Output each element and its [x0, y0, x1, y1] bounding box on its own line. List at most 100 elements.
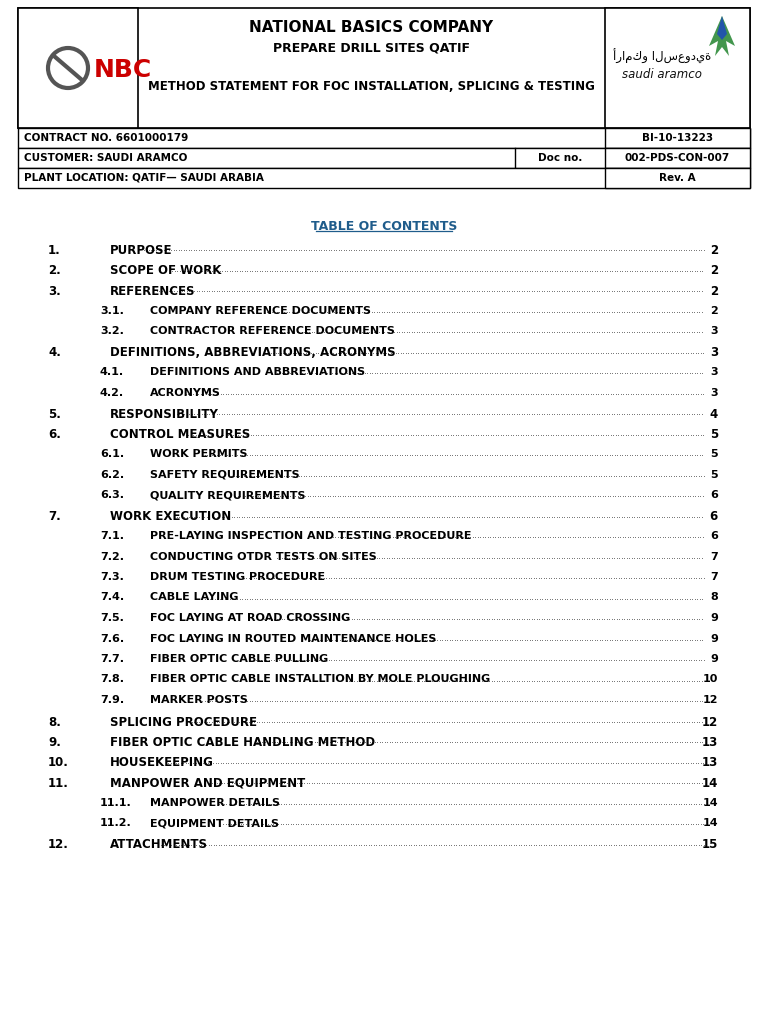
Text: 3: 3	[710, 367, 718, 377]
Text: 002-PDS-CON-007: 002-PDS-CON-007	[625, 153, 730, 163]
Text: CONTROL MEASURES: CONTROL MEASURES	[110, 428, 250, 441]
Text: WORK EXECUTION: WORK EXECUTION	[110, 511, 231, 523]
Bar	[18, 128, 750, 148]
Text: أرامكو السعودية: أرامكو السعودية	[614, 48, 712, 63]
Text: 3.2.: 3.2.	[100, 326, 124, 336]
Text: 13: 13	[702, 736, 718, 749]
Text: 7.1.: 7.1.	[100, 531, 124, 541]
Text: EQUIPMENT DETAILS: EQUIPMENT DETAILS	[150, 818, 279, 828]
Bar	[18, 168, 750, 188]
Text: saudi aramco: saudi aramco	[623, 68, 703, 81]
Text: 4.: 4.	[48, 346, 61, 359]
Text: PURPOSE: PURPOSE	[110, 244, 173, 257]
Text: TABLE OF CONTENTS: TABLE OF CONTENTS	[311, 220, 457, 233]
Text: 11.2.: 11.2.	[100, 818, 132, 828]
Text: 5: 5	[710, 469, 718, 479]
Text: 6.: 6.	[48, 428, 61, 441]
Bar	[605, 128, 750, 148]
Text: 7.5.: 7.5.	[100, 613, 124, 623]
Text: 7.2.: 7.2.	[100, 552, 124, 561]
Text: 7: 7	[710, 572, 718, 582]
Text: 3: 3	[710, 346, 718, 359]
Text: 7.6.: 7.6.	[100, 634, 124, 643]
Text: 3: 3	[710, 326, 718, 336]
Text: COMPANY REFERENCE DOCUMENTS: COMPANY REFERENCE DOCUMENTS	[150, 305, 371, 315]
Text: 6: 6	[710, 531, 718, 541]
Text: CONTRACTOR REFERENCE DOCUMENTS: CONTRACTOR REFERENCE DOCUMENTS	[150, 326, 395, 336]
Text: CONTRACT NO. 6601000179: CONTRACT NO. 6601000179	[24, 133, 188, 143]
Text: 7.: 7.	[48, 511, 61, 523]
Text: 12: 12	[702, 716, 718, 728]
Text: 2.: 2.	[48, 264, 61, 278]
Text: 13: 13	[702, 757, 718, 769]
Text: 3: 3	[710, 387, 718, 397]
Text: 9: 9	[710, 634, 718, 643]
Text: 7.7.: 7.7.	[100, 654, 124, 664]
Text: 2: 2	[710, 305, 718, 315]
Text: FIBER OPTIC CABLE PULLING: FIBER OPTIC CABLE PULLING	[150, 654, 328, 664]
Text: CONDUCTING OTDR TESTS ON SITES: CONDUCTING OTDR TESTS ON SITES	[150, 552, 377, 561]
Text: 7.8.: 7.8.	[100, 675, 124, 684]
Text: 4.1.: 4.1.	[100, 367, 124, 377]
Text: 14: 14	[702, 777, 718, 790]
Text: 11.1.: 11.1.	[100, 798, 132, 808]
Text: 7.9.: 7.9.	[100, 695, 124, 705]
Text: SAFETY REQUIREMENTS: SAFETY REQUIREMENTS	[150, 469, 300, 479]
Text: 10.: 10.	[48, 757, 69, 769]
Text: 7.3.: 7.3.	[100, 572, 124, 582]
Text: RESPONSIBILITY: RESPONSIBILITY	[110, 408, 219, 421]
Text: 11.: 11.	[48, 777, 69, 790]
Text: 10: 10	[703, 675, 718, 684]
Text: 2: 2	[710, 264, 718, 278]
Text: MARKER POSTS: MARKER POSTS	[150, 695, 248, 705]
Bar	[605, 168, 750, 188]
Polygon shape	[709, 16, 735, 56]
Bar	[605, 148, 750, 168]
Text: NBC: NBC	[94, 58, 152, 82]
Text: 9: 9	[710, 613, 718, 623]
Bar	[605, 8, 750, 128]
Text: 6: 6	[710, 490, 718, 500]
Text: 14: 14	[703, 798, 718, 808]
Text: 5: 5	[710, 449, 718, 459]
Text: REFERENCES: REFERENCES	[110, 285, 196, 298]
Text: 7: 7	[710, 552, 718, 561]
Text: 4: 4	[710, 408, 718, 421]
Text: 1.: 1.	[48, 244, 61, 257]
Text: 6.2.: 6.2.	[100, 469, 124, 479]
Text: FIBER OPTIC CABLE HANDLING METHOD: FIBER OPTIC CABLE HANDLING METHOD	[110, 736, 375, 749]
Text: 6.3.: 6.3.	[100, 490, 124, 500]
Text: 6.1.: 6.1.	[100, 449, 124, 459]
Text: PREPARE DRILL SITES QATIF: PREPARE DRILL SITES QATIF	[273, 42, 470, 54]
Text: MANPOWER DETAILS: MANPOWER DETAILS	[150, 798, 280, 808]
Text: Rev. A: Rev. A	[659, 173, 696, 183]
Text: FOC LAYING AT ROAD CROSSING: FOC LAYING AT ROAD CROSSING	[150, 613, 350, 623]
Bar	[18, 148, 750, 168]
Text: 9: 9	[710, 654, 718, 664]
Text: NATIONAL BASICS COMPANY: NATIONAL BASICS COMPANY	[250, 20, 494, 36]
Text: SPLICING PROCEDURE: SPLICING PROCEDURE	[110, 716, 257, 728]
Text: WORK PERMITS: WORK PERMITS	[150, 449, 247, 459]
Text: DEFINITIONS, ABBREVIATIONS, ACRONYMS: DEFINITIONS, ABBREVIATIONS, ACRONYMS	[110, 346, 396, 359]
Text: 5: 5	[710, 428, 718, 441]
Text: 2: 2	[710, 244, 718, 257]
Text: 14: 14	[703, 818, 718, 828]
Text: CABLE LAYING: CABLE LAYING	[150, 593, 239, 602]
Text: 7.4.: 7.4.	[100, 593, 124, 602]
Text: PRE-LAYING INSPECTION AND TESTING PROCEDURE: PRE-LAYING INSPECTION AND TESTING PROCED…	[150, 531, 472, 541]
Text: 3.: 3.	[48, 285, 61, 298]
Text: QUALITY REQUIREMENTS: QUALITY REQUIREMENTS	[150, 490, 306, 500]
Text: 3.1.: 3.1.	[100, 305, 124, 315]
Polygon shape	[717, 16, 727, 40]
Text: FIBER OPTIC CABLE INSTALLTION BY MOLE PLOUGHING: FIBER OPTIC CABLE INSTALLTION BY MOLE PL…	[150, 675, 490, 684]
Text: ATTACHMENTS: ATTACHMENTS	[110, 839, 208, 852]
Bar	[18, 8, 138, 128]
Text: 8: 8	[710, 593, 718, 602]
Text: METHOD STATEMENT FOR FOC INSTALLATION, SPLICING & TESTING: METHOD STATEMENT FOR FOC INSTALLATION, S…	[148, 80, 595, 92]
Text: SCOPE OF WORK: SCOPE OF WORK	[110, 264, 221, 278]
Text: 4.2.: 4.2.	[100, 387, 124, 397]
Text: 2: 2	[710, 285, 718, 298]
Bar	[18, 8, 750, 128]
Text: 9.: 9.	[48, 736, 61, 749]
Text: ACRONYMS: ACRONYMS	[150, 387, 221, 397]
